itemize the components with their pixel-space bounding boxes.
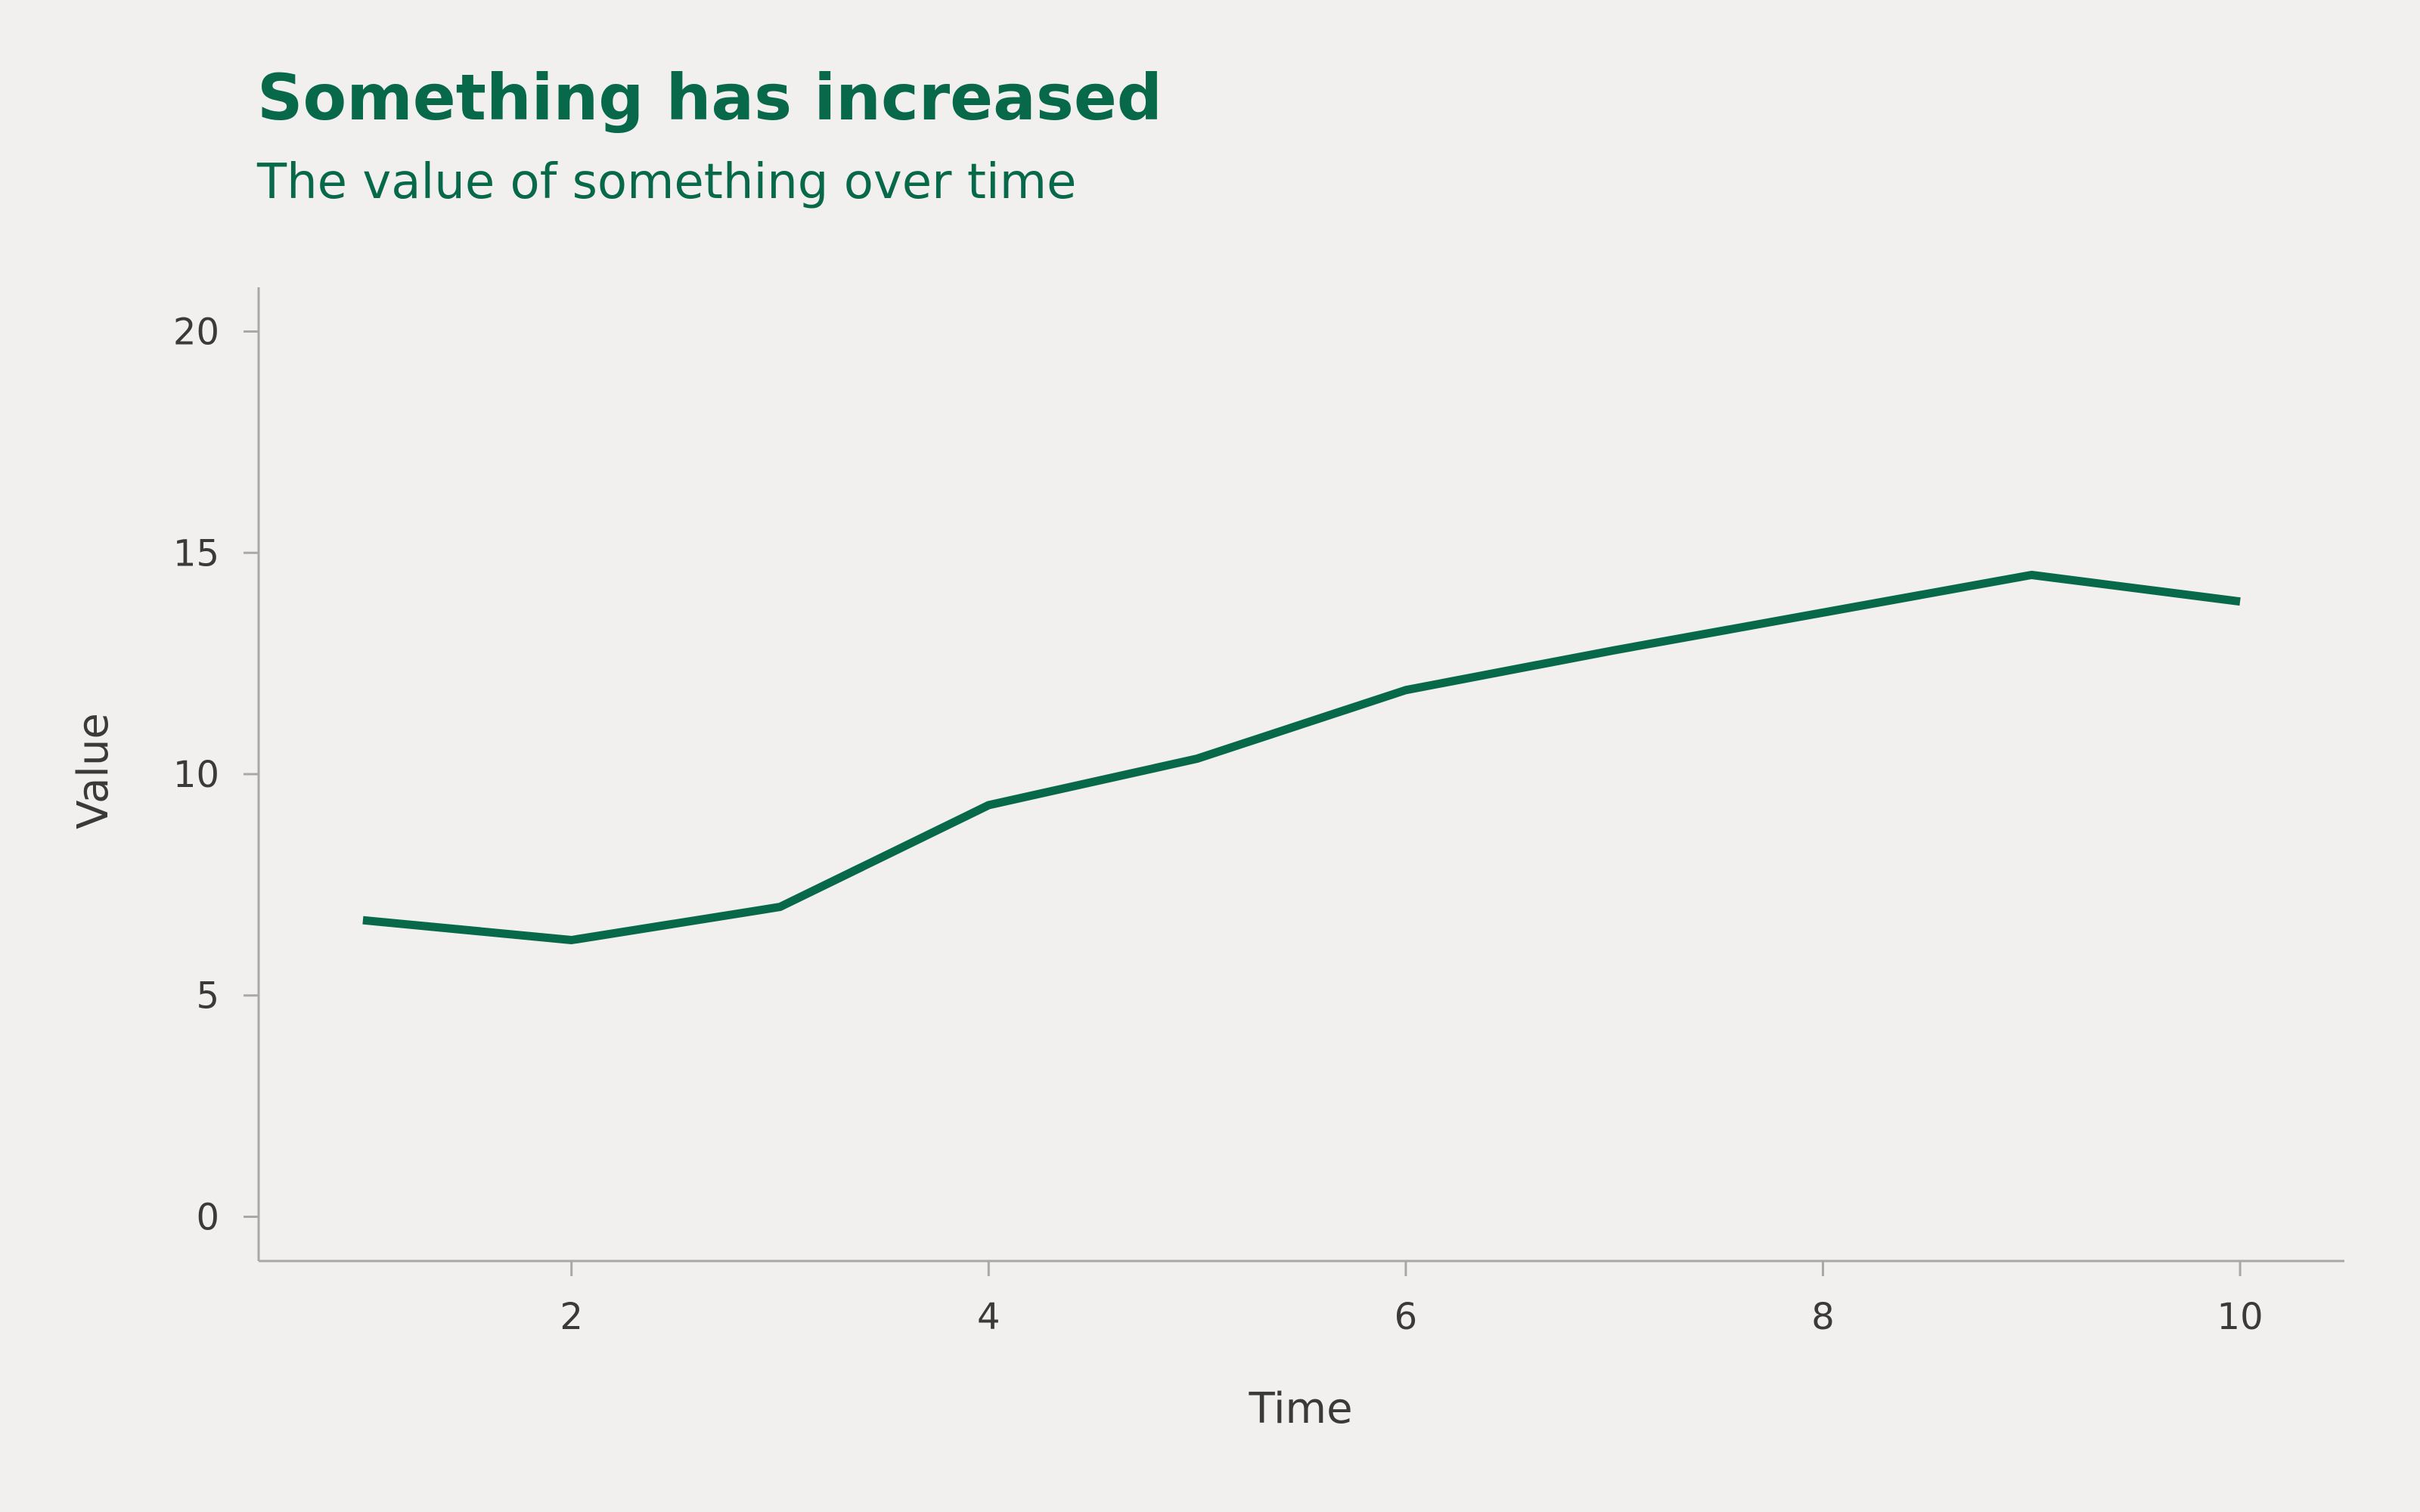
x-axis-ticks: 2 4 6 8 10 — [560, 1261, 2263, 1338]
chart-title: Something has increased — [257, 60, 1162, 135]
x-tick-label: 6 — [1395, 1296, 1418, 1338]
y-tick-label: 0 — [196, 1196, 219, 1238]
y-tick-label: 5 — [196, 975, 219, 1018]
y-tick-label: 10 — [173, 754, 219, 796]
chart-subtitle: The value of something over time — [256, 154, 1076, 210]
x-tick-label: 4 — [977, 1296, 1001, 1338]
y-tick-label: 20 — [173, 311, 219, 354]
y-axis-ticks: 0 5 10 15 20 — [173, 311, 259, 1238]
x-tick-label: 8 — [1811, 1296, 1835, 1338]
axes — [257, 287, 2344, 1263]
y-tick-label: 15 — [173, 532, 219, 575]
x-axis-label: Time — [1248, 1384, 1352, 1433]
y-axis-label: Value — [69, 713, 118, 829]
series-line — [362, 571, 2241, 944]
series-layer — [362, 571, 2241, 944]
x-tick-label: 10 — [2217, 1296, 2263, 1338]
x-tick-label: 2 — [560, 1296, 583, 1338]
